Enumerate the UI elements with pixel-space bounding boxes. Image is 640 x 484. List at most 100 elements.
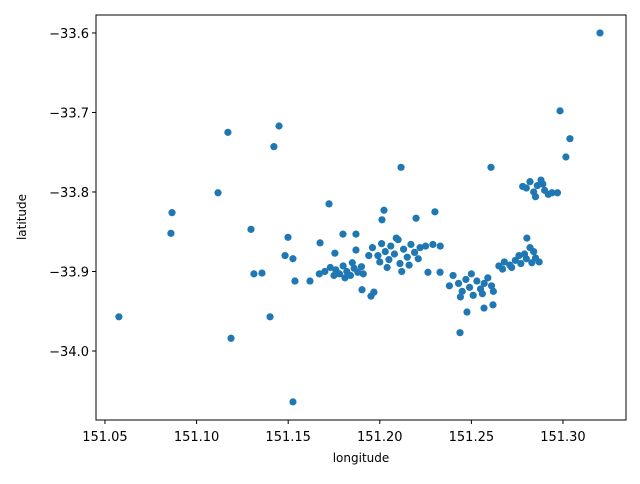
point [478,290,486,298]
x-tick-label: 151.25 [449,430,495,445]
point [390,250,399,258]
point [270,143,278,151]
point [398,267,406,276]
point [214,189,222,197]
point [281,251,289,260]
point [330,271,338,280]
point [376,258,384,266]
point [424,268,432,276]
x-axis-label: longitude [333,451,390,465]
point [224,128,232,136]
point [335,270,344,278]
point [410,248,419,257]
point [487,282,496,290]
x-tick-label: 151.30 [540,430,586,445]
point [458,287,466,295]
y-tick-label: −33.9 [49,265,89,280]
y-axis-label: latitude [15,194,29,240]
point [348,259,356,267]
point [289,255,297,263]
point [306,277,314,285]
point [383,263,391,272]
point [431,208,439,216]
point [407,240,415,249]
point [456,293,464,301]
point [289,398,297,406]
point [463,308,471,316]
point [378,216,386,224]
point [346,271,355,280]
point [266,313,274,321]
point [531,193,540,201]
point [275,122,283,130]
point [596,29,604,37]
point [487,163,495,171]
point [227,334,235,342]
point [519,182,527,191]
point [399,245,408,253]
point [354,268,362,276]
x-tick-label: 151.20 [357,430,403,445]
point [352,230,360,238]
point [326,263,334,272]
point [357,263,366,271]
y-tick-label: −33.7 [49,106,89,121]
point [115,313,123,321]
point [339,230,347,238]
point [526,178,534,186]
point [359,270,367,278]
y-tick-label: −33.6 [49,27,89,42]
point [489,301,497,309]
point [489,287,497,295]
point [258,269,266,277]
point [396,259,404,268]
point [403,253,411,261]
plot-frame [95,14,627,421]
point [449,271,457,280]
point [480,279,488,288]
point [380,206,388,214]
point [405,261,413,269]
point [523,234,531,242]
point [421,242,430,250]
point [412,214,420,222]
point [331,249,339,257]
point [520,250,529,258]
point [566,135,574,143]
point [321,267,329,276]
point [484,274,492,282]
point [462,275,470,284]
point [445,282,453,290]
point [473,277,481,285]
point [392,234,400,242]
point [530,248,538,256]
point [352,246,360,254]
point [539,180,547,188]
point [553,189,562,197]
point [325,200,333,208]
point [535,258,543,266]
x-tick-label: 151.05 [82,430,128,445]
point [397,163,405,171]
point [562,153,570,161]
point [374,251,382,260]
point [456,329,464,337]
point [291,277,299,285]
point [284,233,292,241]
point [416,244,424,252]
point [480,304,488,312]
x-tick-label: 151.10 [174,430,220,445]
y-tick-label: −33.8 [49,186,89,201]
point [341,274,349,282]
point [315,270,323,278]
point [381,248,389,256]
point [385,255,393,264]
point [467,270,475,278]
point [500,258,508,266]
point [247,225,255,233]
point [250,270,258,278]
point [515,251,523,260]
point [316,239,324,247]
